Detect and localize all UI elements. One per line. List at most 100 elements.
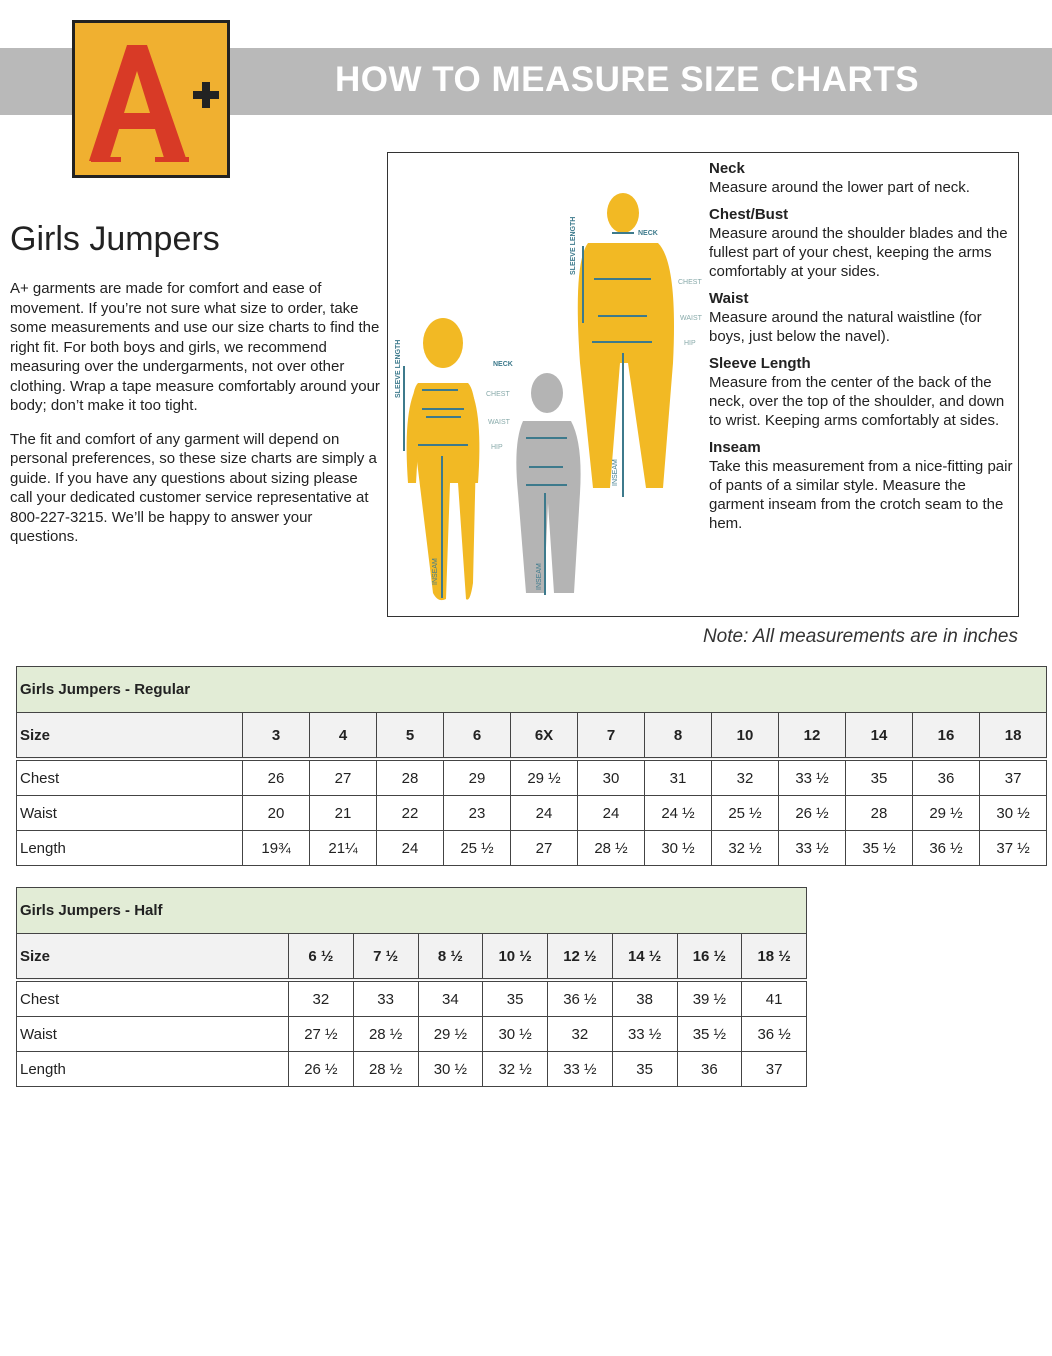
intro-paragraph: The fit and comfort of any garment will … xyxy=(10,430,377,546)
header-cell: 16 xyxy=(912,712,980,761)
table-cell: 32 ½ xyxy=(711,830,779,866)
man-figure xyxy=(577,193,674,488)
table-cell: 36 xyxy=(676,1051,743,1087)
def-text: Measure around the lower part of neck. xyxy=(709,179,970,196)
table-cell: 32 xyxy=(711,758,779,796)
table-cell: 29 ½ xyxy=(510,758,578,796)
brand-logo xyxy=(72,20,230,178)
table-cell: 35 xyxy=(482,979,548,1017)
man-waist-label: WAIST xyxy=(680,315,703,322)
table-cell: 30 xyxy=(577,758,645,796)
header-cell: 8 xyxy=(644,712,712,761)
header-cell: 14 xyxy=(845,712,913,761)
header-cell: Size xyxy=(16,933,289,982)
table-cell: 25 ½ xyxy=(711,795,779,831)
woman-inseam-label: INSEAM xyxy=(432,558,439,585)
table-cell: 30 ½ xyxy=(417,1051,484,1087)
table-cell: 37 xyxy=(978,758,1048,796)
def-term: Inseam xyxy=(709,439,761,456)
child-inseam-label: INSEAM xyxy=(536,563,543,590)
table-header-row: Size 3 4 5 6 6X 7 8 10 12 14 16 18 xyxy=(16,712,1048,761)
header-cell: 6 xyxy=(443,712,511,761)
intro-paragraph: A+ garments are made for comfort and eas… xyxy=(10,280,380,414)
def-text: Measure around the natural waistline (fo… xyxy=(709,309,982,345)
def-term: Chest/Bust xyxy=(709,206,789,223)
table-cell: Chest xyxy=(16,758,243,796)
header-cell: 4 xyxy=(309,712,377,761)
header-cell: 7 ½ xyxy=(352,933,419,982)
header-cell: 12 xyxy=(778,712,846,761)
table-row: Waist 27 ½ 28 ½ 29 ½ 30 ½ 32 33 ½ 35 ½ 36 ½ xyxy=(16,1016,808,1052)
header-cell: 14 ½ xyxy=(611,933,678,982)
table-cell: 26 ½ xyxy=(778,795,846,831)
table-row: Waist 20 21 22 23 24 24 24 ½ 25 ½ 26 ½ 28 29 ½ 30 ½ xyxy=(16,795,1048,831)
header-cell: 8 ½ xyxy=(417,933,484,982)
table-cell: 28 xyxy=(845,795,913,831)
table-cell: 26 xyxy=(242,758,310,796)
table-cell: 33 ½ xyxy=(778,830,846,866)
header-cell: 10 xyxy=(711,712,779,761)
table-cell: 31 xyxy=(644,758,712,796)
table-cell: 33 ½ xyxy=(547,1051,613,1087)
table-cell: 35 xyxy=(611,1051,678,1087)
table-cell: 36 ½ xyxy=(741,1016,808,1052)
table-cell: Length xyxy=(16,1051,289,1087)
woman-chest-label: CHEST xyxy=(486,391,510,398)
header-cell: 3 xyxy=(242,712,310,761)
def-text: Measure around the shoulder blades and t… xyxy=(709,225,1008,280)
table-cell: 32 xyxy=(547,1016,613,1052)
table-cell: 24 xyxy=(376,830,444,866)
child-figure xyxy=(516,373,581,593)
header-cell: 10 ½ xyxy=(482,933,548,982)
table-cell: 32 xyxy=(288,979,354,1017)
a-plus-logo-mark xyxy=(89,45,219,162)
table-cell: 36 ½ xyxy=(912,830,980,866)
header-cell: 7 xyxy=(577,712,645,761)
header-cell: Size xyxy=(16,712,243,761)
table-cell: 33 ½ xyxy=(611,1016,678,1052)
table-cell: 27 xyxy=(510,830,578,866)
table-cell: 23 xyxy=(443,795,511,831)
table-cell: 21¼ xyxy=(309,830,377,866)
table-cell: 37 xyxy=(741,1051,808,1087)
header-cell: 6 ½ xyxy=(288,933,354,982)
table-title-row: Girls Jumpers - Half xyxy=(15,887,808,934)
header-cell: 5 xyxy=(376,712,444,761)
woman-sleeve-label: SLEEVE LENGTH xyxy=(395,340,402,398)
table-cell: 29 xyxy=(443,758,511,796)
table-cell: 29 ½ xyxy=(417,1016,484,1052)
def-term: Sleeve Length xyxy=(709,355,811,372)
table-cell: 35 ½ xyxy=(676,1016,743,1052)
page-title: Girls Jumpers xyxy=(10,220,220,258)
table-cell: 25 ½ xyxy=(443,830,511,866)
def-term: Neck xyxy=(709,160,745,177)
header-cell: 6X xyxy=(510,712,578,761)
table-cell: 41 xyxy=(741,979,808,1017)
table-cell: 39 ½ xyxy=(676,979,743,1017)
table-cell: 19¾ xyxy=(242,830,310,866)
table-cell: 38 xyxy=(611,979,678,1017)
def-text: Measure from the center of the back of t… xyxy=(709,374,1005,429)
table-cell: 21 xyxy=(309,795,377,831)
size-table-regular: Girls Jumpers - Regular Size 3 4 5 6 6X 7 8 10 12 1… xyxy=(15,666,1048,866)
table-cell: 35 xyxy=(845,758,913,796)
table-cell: 33 xyxy=(352,979,419,1017)
table-cell: Chest xyxy=(16,979,289,1017)
woman-hip-label: HIP xyxy=(491,444,503,451)
table-cell: Waist xyxy=(16,1016,289,1052)
table-row: Length 26 ½ 28 ½ 30 ½ 32 ½ 33 ½ 35 36 37 xyxy=(16,1051,808,1087)
man-chest-label: CHEST xyxy=(678,279,702,286)
table-cell: 30 ½ xyxy=(978,795,1048,831)
header-cell: 16 ½ xyxy=(676,933,743,982)
table-title: Girls Jumpers - Half xyxy=(15,887,808,934)
woman-figure xyxy=(406,318,480,601)
table-cell: 36 ½ xyxy=(547,979,613,1017)
table-cell: 22 xyxy=(376,795,444,831)
table-row: Chest 26 27 28 29 29 ½ 30 31 32 33 ½ 35 36 37 xyxy=(16,758,1048,796)
table-cell: 32 ½ xyxy=(482,1051,548,1087)
table-cell: 28 ½ xyxy=(352,1016,419,1052)
table-cell: 24 xyxy=(577,795,645,831)
table-cell: 30 ½ xyxy=(482,1016,548,1052)
